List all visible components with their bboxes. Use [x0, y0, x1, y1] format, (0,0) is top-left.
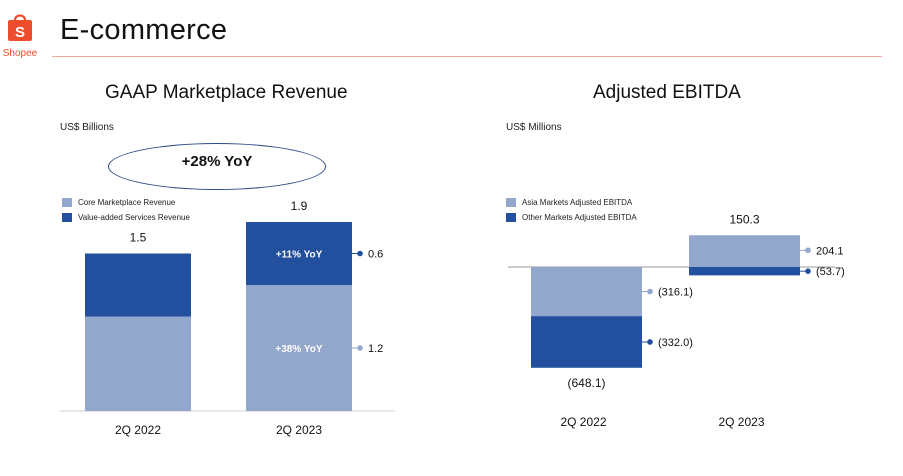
- ebitda-other-marker-1-label: (53.7): [816, 266, 845, 278]
- legend-swatch-vas: [62, 213, 72, 222]
- revenue-bar-core-0: [85, 316, 191, 411]
- legend-label: Value-added Services Revenue: [78, 213, 190, 222]
- ebitda-bar-other-1: [689, 267, 800, 276]
- svg-text:S: S: [15, 24, 25, 41]
- ebitda-asia-marker-0-label: (316.1): [658, 287, 693, 299]
- ebitda-category-label-1: 2Q 2023: [718, 415, 764, 429]
- revenue-unit-label: US$ Billions: [60, 122, 114, 133]
- revenue-bar-vas-0: [85, 253, 191, 317]
- ebitda-asia-marker-1-dot: [805, 247, 811, 254]
- revenue-vas-growth-label: +11% YoY: [276, 250, 323, 261]
- legend-label: Asia Markets Adjusted EBITDA: [522, 198, 633, 207]
- revenue-chart-title: GAAP Marketplace Revenue: [105, 82, 348, 103]
- legend-core-marketplace: Core Marketplace Revenue: [62, 198, 175, 207]
- yoy-highlight-oval: [108, 143, 326, 190]
- ebitda-chart-title: Adjusted EBITDA: [593, 82, 741, 103]
- revenue-bar-vas-1: [246, 222, 352, 285]
- legend-label: Core Marketplace Revenue: [78, 198, 176, 207]
- revenue-total-label-0: 1.5: [130, 231, 147, 245]
- ebitda-unit-label: US$ Millions: [506, 122, 562, 133]
- revenue-core-marker-label: 1.2: [368, 343, 383, 355]
- legend-swatch-core: [62, 198, 72, 207]
- revenue-category-label-1: 2Q 2023: [276, 423, 322, 437]
- revenue-category-label-0: 2Q 2022: [115, 423, 161, 437]
- ebitda-bar-other-0: [531, 316, 642, 368]
- legend-label: Other Markets Adjusted EBITDA: [522, 213, 637, 222]
- legend-swatch-asia: [506, 198, 516, 207]
- legend-swatch-other: [506, 213, 516, 222]
- ebitda-total-label-1: 150.3: [729, 212, 759, 226]
- ebitda-other-marker-1-dot: [805, 268, 811, 274]
- legend-asia-markets: Asia Markets Adjusted EBITDA: [506, 198, 632, 207]
- page-title: E-commerce: [60, 14, 228, 46]
- ebitda-asia-marker-0-dot: [647, 288, 653, 295]
- title-divider: [52, 56, 882, 57]
- ebitda-total-label-0: (648.1): [567, 376, 605, 390]
- shopping-bag-icon: S: [8, 14, 32, 41]
- legend-other-markets: Other Markets Adjusted EBITDA: [506, 213, 637, 222]
- ebitda-category-label-0: 2Q 2022: [560, 415, 606, 429]
- ebitda-other-marker-0-label: (332.0): [658, 337, 693, 349]
- logo-text: Shopee: [2, 48, 38, 59]
- revenue-bar-core-1: [246, 285, 352, 411]
- ebitda-other-marker-0-dot: [647, 339, 653, 345]
- yoy-highlight-text: +28% YoY: [181, 153, 253, 170]
- revenue-core-growth-label: +38% YoY: [275, 344, 322, 355]
- revenue-core-marker-dot: [357, 345, 363, 351]
- shopee-logo: S Shopee: [2, 10, 38, 62]
- ebitda-bar-asia-0: [531, 267, 642, 317]
- legend-value-added: Value-added Services Revenue: [62, 213, 190, 222]
- revenue-total-label-1: 1.9: [291, 199, 308, 213]
- ebitda-bar-asia-1: [689, 235, 800, 267]
- ebitda-asia-marker-1-label: 204.1: [816, 245, 844, 257]
- revenue-vas-marker-dot: [357, 250, 363, 257]
- revenue-vas-marker-label: 0.6: [368, 249, 383, 261]
